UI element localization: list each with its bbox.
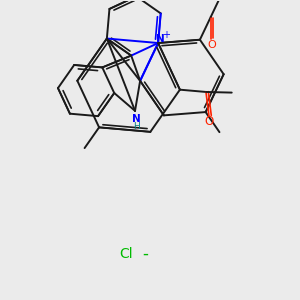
Text: +: + — [163, 30, 170, 40]
Text: O: O — [207, 40, 216, 50]
Text: O: O — [204, 115, 214, 128]
Text: N: N — [132, 114, 141, 124]
Text: N: N — [156, 34, 165, 44]
Text: H: H — [133, 122, 140, 131]
Text: Cl: Cl — [119, 247, 133, 261]
Text: -: - — [142, 245, 148, 263]
